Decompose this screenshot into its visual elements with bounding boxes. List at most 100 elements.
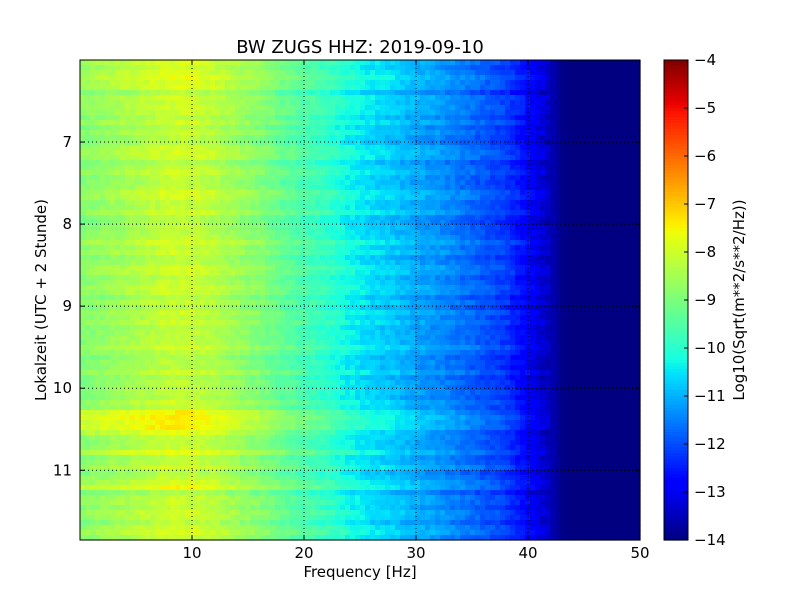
heatmap-cell [540, 220, 546, 226]
heatmap-cell [265, 140, 271, 146]
heatmap-cell [395, 245, 401, 251]
heatmap-cell [165, 215, 171, 221]
heatmap-cell [240, 105, 246, 111]
heatmap-cell [565, 235, 571, 241]
heatmap-cell [130, 280, 136, 286]
heatmap-cell [260, 95, 266, 101]
heatmap-cell [390, 120, 396, 126]
heatmap-cell [150, 95, 156, 101]
heatmap-cell [290, 145, 296, 151]
heatmap-cell [155, 225, 161, 231]
heatmap-cell [625, 75, 631, 81]
heatmap-cell [110, 120, 116, 126]
heatmap-cell [475, 230, 481, 236]
heatmap-cell [480, 140, 486, 146]
heatmap-cell [245, 220, 251, 226]
heatmap-cell [275, 190, 281, 196]
heatmap-cell [285, 120, 291, 126]
heatmap-cell [590, 140, 596, 146]
heatmap-cell [335, 115, 341, 121]
heatmap-cell [385, 235, 391, 241]
heatmap-cell [120, 100, 126, 106]
heatmap-cell [345, 270, 351, 276]
heatmap-cell [195, 110, 201, 116]
heatmap-cell [165, 255, 171, 261]
heatmap-cell [575, 95, 581, 101]
heatmap-cell [500, 215, 506, 221]
heatmap-cell [130, 95, 136, 101]
heatmap-cell [225, 95, 231, 101]
heatmap-cell [290, 195, 296, 201]
heatmap-cell [380, 180, 386, 186]
heatmap-cell [260, 210, 266, 216]
heatmap-cell [430, 135, 436, 141]
heatmap-cell [390, 235, 396, 241]
heatmap-cell [280, 65, 286, 71]
heatmap-cell [480, 165, 486, 171]
heatmap-cell [530, 190, 536, 196]
heatmap-cell [325, 230, 331, 236]
heatmap-cell [445, 175, 451, 181]
heatmap-cell [250, 180, 256, 186]
heatmap-cell [340, 60, 346, 66]
heatmap-cell [375, 100, 381, 106]
heatmap-cell [450, 220, 456, 226]
heatmap-cell [420, 75, 426, 81]
heatmap-cell [535, 60, 541, 66]
heatmap-cell [295, 280, 301, 286]
heatmap-cell [290, 235, 296, 241]
heatmap-cell [85, 135, 91, 141]
heatmap-cell [470, 205, 476, 211]
heatmap-cell [170, 235, 176, 241]
heatmap-cell [225, 135, 231, 141]
heatmap-cell [445, 60, 451, 66]
heatmap-cell [415, 255, 421, 261]
heatmap-cell [80, 185, 86, 191]
heatmap-cell [415, 205, 421, 211]
heatmap-cell [325, 210, 331, 216]
heatmap-cell [585, 230, 591, 236]
heatmap-cell [365, 135, 371, 141]
heatmap-cell [405, 195, 411, 201]
heatmap-cell [425, 165, 431, 171]
heatmap-cell [80, 190, 86, 196]
heatmap-cell [95, 100, 101, 106]
heatmap-cell [240, 170, 246, 176]
heatmap-cell [540, 255, 546, 261]
heatmap-cell [555, 100, 561, 106]
heatmap-cell [220, 115, 226, 121]
heatmap-cell [560, 190, 566, 196]
heatmap-cell [285, 215, 291, 221]
heatmap-cell [310, 115, 316, 121]
heatmap-cell [275, 170, 281, 176]
heatmap-cell [330, 275, 336, 281]
heatmap-cell [570, 140, 576, 146]
heatmap-cell [470, 90, 476, 96]
heatmap-cell [395, 205, 401, 211]
heatmap-cell [445, 225, 451, 231]
heatmap-cell [355, 175, 361, 181]
heatmap-cell [610, 120, 616, 126]
heatmap-cell [265, 245, 271, 251]
heatmap-cell [465, 270, 471, 276]
heatmap-cell [435, 160, 441, 166]
heatmap-cell [340, 205, 346, 211]
heatmap-cell [440, 80, 446, 86]
heatmap-cell [440, 270, 446, 276]
heatmap-cell [450, 180, 456, 186]
heatmap-cell [480, 130, 486, 136]
heatmap-cell [150, 120, 156, 126]
heatmap-cell [530, 240, 536, 246]
heatmap-cell [555, 210, 561, 216]
heatmap-cell [515, 180, 521, 186]
heatmap-cell [85, 90, 91, 96]
heatmap-cell [355, 110, 361, 116]
heatmap-cell [355, 220, 361, 226]
heatmap-cell [120, 205, 126, 211]
heatmap-cell [360, 270, 366, 276]
heatmap-cell [575, 65, 581, 71]
heatmap-cell [520, 120, 526, 126]
heatmap-cell [120, 130, 126, 136]
heatmap-cell [190, 175, 196, 181]
heatmap-cell [280, 60, 286, 66]
